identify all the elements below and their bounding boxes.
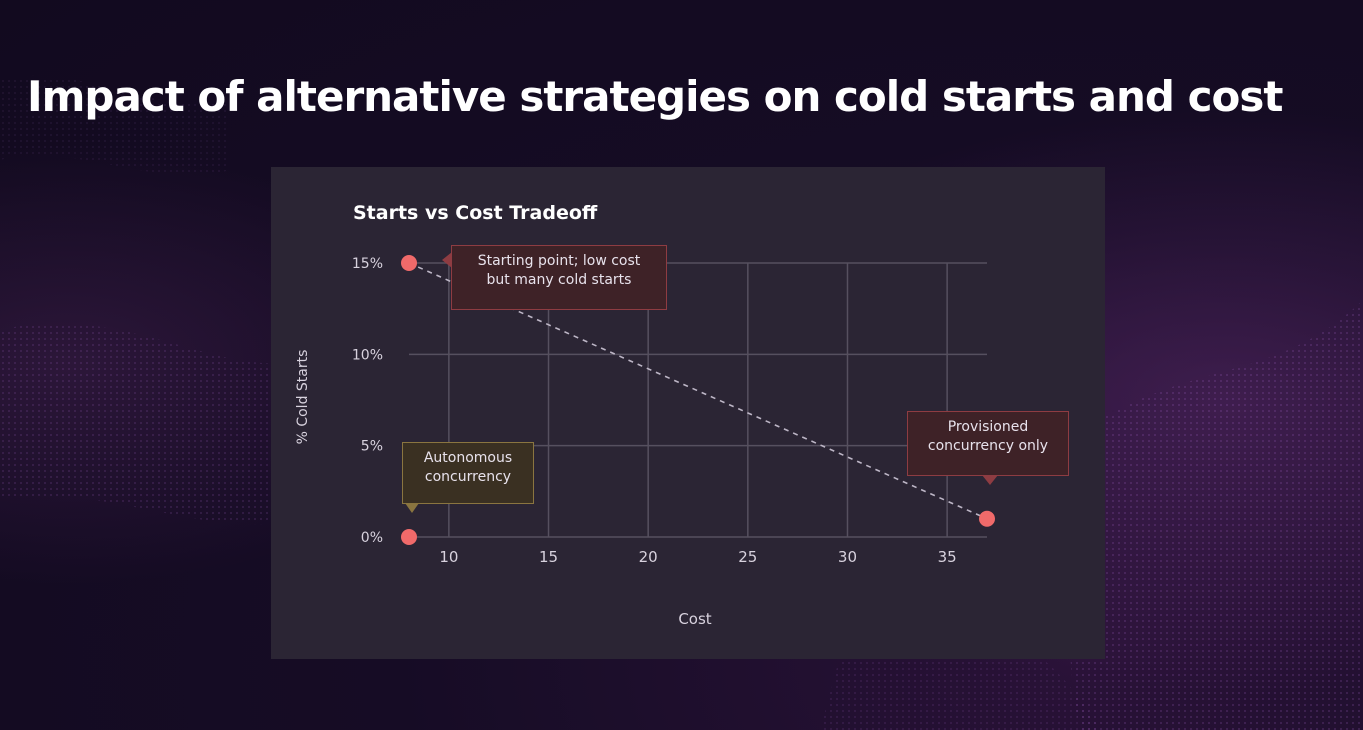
y-tick-label: 0% (361, 530, 383, 546)
data-point (401, 529, 417, 545)
x-tick-label: 10 (439, 548, 458, 566)
callout-autonomous-concurrency: Autonomous concurrency (402, 442, 534, 513)
scatter-chart: Starts vs Cost Tradeoff 10 15 20 25 30 35 0% 5… (295, 202, 995, 628)
y-tick-label: 10% (352, 347, 383, 363)
callout-provisioned-line-1: Provisioned (947, 419, 1029, 435)
x-tick-label: 20 (639, 548, 658, 566)
callout-autonomous-line-1: Autonomous (423, 450, 513, 466)
y-axis-label: % Cold Starts (295, 350, 311, 445)
x-tick-label: 25 (738, 548, 757, 566)
callout-starting-point-line-1: Starting point; low cost (477, 253, 641, 269)
data-point (979, 510, 995, 527)
x-tick-label: 15 (539, 548, 558, 566)
callout-provisioned-concurrency: Provisioned concurrency only (907, 411, 1069, 485)
x-tick-label: 35 (938, 548, 957, 566)
data-points (401, 255, 995, 545)
data-point (401, 255, 417, 271)
callout-provisioned-line-2: concurrency only (927, 438, 1049, 454)
y-tick-label: 15% (352, 256, 383, 272)
callout-starting-point: Starting point; low cost but many cold s… (442, 245, 667, 310)
callout-starting-point-line-2: but many cold starts (486, 272, 632, 288)
chart-title: Starts vs Cost Tradeoff (353, 202, 598, 224)
x-tick-label: 30 (838, 548, 857, 566)
y-tick-label: 5% (361, 439, 383, 455)
y-axis-ticks: 0% 5% 10% 15% (352, 256, 383, 546)
callout-autonomous-line-2: concurrency (424, 469, 512, 485)
slide-title: Impact of alternative strategies on cold… (27, 72, 1283, 121)
chart-card: Starts vs Cost Tradeoff 10 15 20 25 30 35 0% 5… (271, 167, 1105, 659)
x-axis-ticks: 10 15 20 25 30 35 (439, 548, 956, 566)
x-axis-label: Cost (678, 610, 711, 628)
